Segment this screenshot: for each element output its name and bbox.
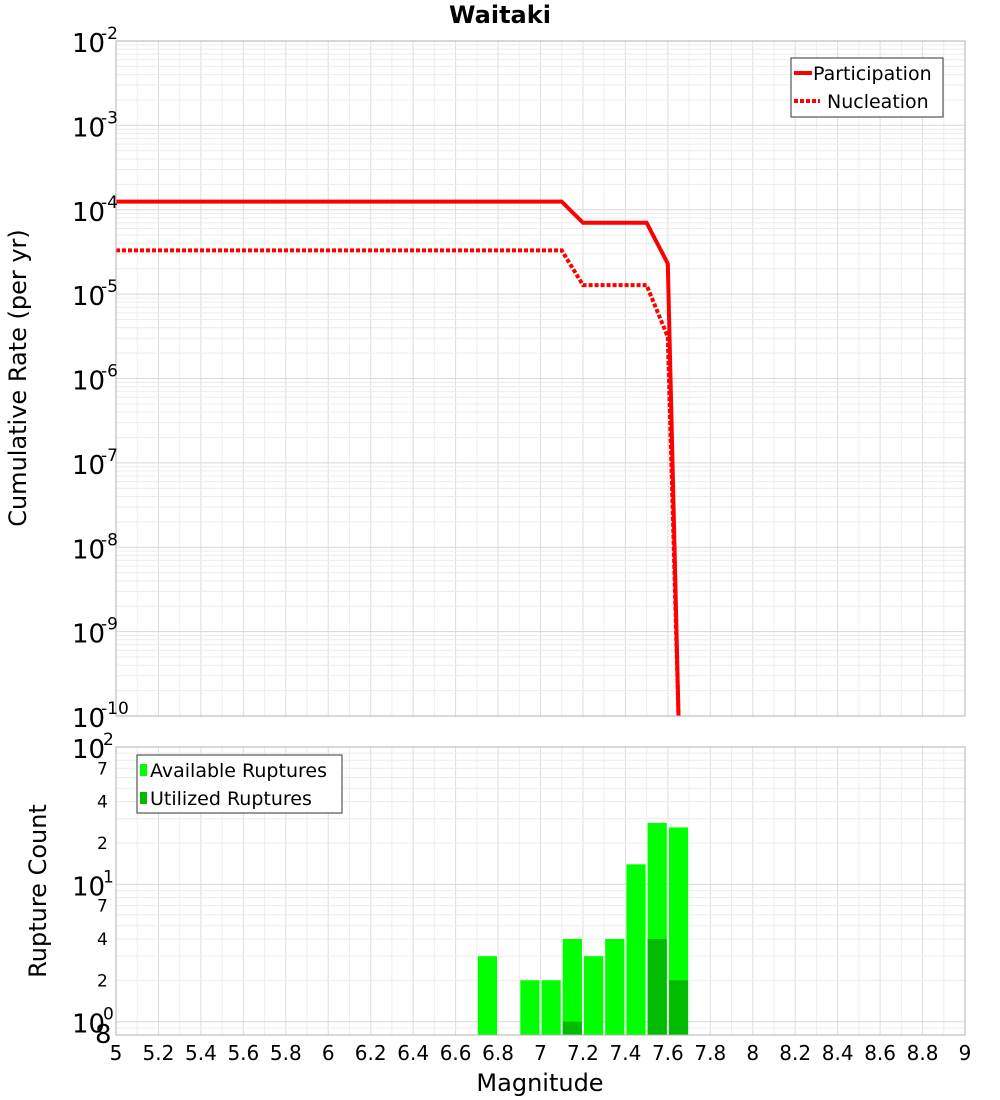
bar-utilized xyxy=(562,1021,582,1035)
rupture-count-axis-label: Rupture Count xyxy=(24,804,52,978)
x-tick-label: 7.6 xyxy=(652,1041,684,1065)
y-tick-exponent: 0 xyxy=(103,1005,114,1025)
x-tick-label: 7.2 xyxy=(567,1041,599,1065)
legend-box xyxy=(136,754,343,814)
x-tick-label: 7.8 xyxy=(694,1041,726,1065)
series-line-nucleation xyxy=(116,248,681,717)
y-tick-exponent: -3 xyxy=(101,108,118,128)
x-axis-ticks: 5 5.2 5.4 5.6 5.8 6 6.2 6.4 6.6 6.8 7 7.2 7.4 7.6 7.8 8… xyxy=(110,1041,972,1065)
y-tick-label: 10 xyxy=(72,535,105,565)
legend-nucleation-label: Nucleation xyxy=(827,91,929,113)
y-tick-exponent: -5 xyxy=(101,277,118,297)
x-tick-label: 6.6 xyxy=(440,1041,472,1065)
y-minor-tick-label: 2 xyxy=(97,834,108,854)
x-tick-label: 8 xyxy=(746,1041,759,1065)
y-minor-tick-label: 8 xyxy=(95,1020,112,1050)
y-minor-tick-label: 7 xyxy=(97,759,108,779)
y-tick-label: 10 xyxy=(72,704,105,734)
y-tick-exponent: -7 xyxy=(101,446,118,466)
chart-title: Waitaki xyxy=(449,1,551,29)
cumulative-rate-axis-label: Cumulative Rate (per yr) xyxy=(4,229,32,527)
bar-available xyxy=(541,980,561,1035)
x-tick-label: 6.2 xyxy=(355,1041,387,1065)
legend-utilized-swatch xyxy=(140,792,147,804)
y-tick-label: 10 xyxy=(72,451,105,481)
x-tick-label: 5.2 xyxy=(143,1041,175,1065)
x-tick-label: 6 xyxy=(322,1041,335,1065)
x-tick-label: 8.8 xyxy=(907,1041,939,1065)
y-tick-exponent: -10 xyxy=(101,699,129,719)
grid xyxy=(115,40,966,717)
x-tick-label: 6.4 xyxy=(397,1041,429,1065)
plot-border xyxy=(115,746,966,1036)
y-minor-tick-label: 4 xyxy=(97,793,108,813)
x-tick-label: 5.8 xyxy=(270,1041,302,1065)
y-tick-exponent: -2 xyxy=(101,24,118,44)
bar-available xyxy=(605,939,625,1035)
y-tick-label: 10 xyxy=(72,872,105,902)
y-tick-exponent: -9 xyxy=(101,615,118,635)
y-tick-exponent: 1 xyxy=(103,867,114,887)
legend-box xyxy=(790,57,944,118)
y-minor-tick-label: 7 xyxy=(97,897,108,917)
x-tick-label: 5.4 xyxy=(185,1041,217,1065)
legend-utilized-label: Utilized Ruptures xyxy=(150,788,312,810)
bar-available xyxy=(477,956,497,1035)
bar-available xyxy=(520,980,540,1035)
y-tick-label: 10 xyxy=(72,367,105,397)
legend: Participation Nucleation xyxy=(790,57,944,118)
x-tick-label: 8.2 xyxy=(779,1041,811,1065)
x-tick-label: 9 xyxy=(959,1041,972,1065)
y-tick-label: 10 xyxy=(72,735,105,765)
x-tick-label: 7.4 xyxy=(609,1041,641,1065)
magnitude-axis-label: Magnitude xyxy=(476,1069,603,1097)
y-tick-label: 10 xyxy=(72,198,105,228)
cumulative-rate-plot: 10-210-310-410-510-610-710-810-910-10Par… xyxy=(72,24,966,734)
x-tick-label: 5 xyxy=(110,1041,123,1065)
series-line-participation xyxy=(116,199,681,717)
legend: Available Ruptures Utilized Ruptures xyxy=(136,754,343,814)
y-tick-label: 10 xyxy=(72,29,105,59)
y-tick-label: 10 xyxy=(72,1010,105,1040)
bar-utilized xyxy=(647,939,667,1035)
bar-utilized xyxy=(668,980,689,1035)
y-tick-exponent: -6 xyxy=(101,362,118,382)
bar-available xyxy=(626,864,646,1035)
y-minor-tick-label: 2 xyxy=(97,971,108,991)
plot-border xyxy=(115,40,966,717)
y-tick-label: 10 xyxy=(72,282,105,312)
y-tick-exponent: -4 xyxy=(101,193,118,213)
x-tick-label: 8.4 xyxy=(822,1041,854,1065)
y-tick-exponent: -8 xyxy=(101,530,118,550)
y-tick-label: 10 xyxy=(72,620,105,650)
x-tick-label: 5.6 xyxy=(227,1041,259,1065)
y-minor-tick-label: 4 xyxy=(97,930,108,950)
legend-available-swatch xyxy=(140,764,147,776)
y-tick-label: 10 xyxy=(72,113,105,143)
legend-available-label: Available Ruptures xyxy=(150,760,327,782)
bar-available xyxy=(562,939,582,1035)
x-tick-label: 8.6 xyxy=(864,1041,896,1065)
x-tick-label: 7 xyxy=(534,1041,547,1065)
legend-participation-label: Participation xyxy=(813,63,932,85)
bar-available xyxy=(584,956,604,1035)
x-tick-label: 6.8 xyxy=(482,1041,514,1065)
y-tick-exponent: 2 xyxy=(103,730,114,750)
